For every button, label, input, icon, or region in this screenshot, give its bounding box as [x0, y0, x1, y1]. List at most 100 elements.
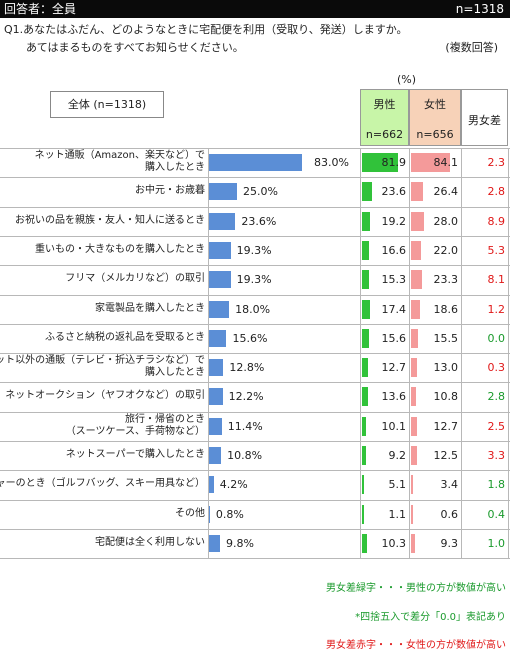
all-bar [209, 300, 230, 318]
female-bar [411, 504, 413, 524]
female-bar [411, 328, 419, 348]
female-column-header: 女性 n=656 [409, 89, 461, 146]
gender-diff-value: 1.2 [487, 302, 506, 316]
category-label: 宅配便は全く利用しない [95, 537, 205, 549]
all-bar [209, 447, 222, 464]
gender-diff-value: 8.9 [487, 214, 506, 228]
category-label-line: 家電製品を購入したとき [95, 302, 205, 314]
female-value-label: 84.1 [433, 156, 459, 169]
gender-diff-value: 1.0 [487, 536, 506, 550]
female-value-label: 28.0 [433, 214, 459, 228]
female-bar [411, 446, 417, 465]
male-value-label: 5.1 [388, 478, 407, 492]
category-label-line: レジャーのとき（ゴルフバッグ、スキー用具など） [0, 478, 205, 490]
category-label: フリマ（メルカリなど）の取引 [65, 273, 205, 285]
male-value-label: 1.1 [388, 507, 407, 521]
male-value-label: 81.9 [381, 156, 407, 169]
all-bar [209, 417, 222, 435]
all-value-label: 11.4% [227, 419, 263, 433]
category-label-line: お中元・お歳暮 [135, 185, 205, 197]
diff-column-header: 男女差 [461, 89, 508, 146]
male-header-n: n=662 [365, 128, 404, 141]
all-value-label: 19.3% [236, 243, 272, 257]
male-value-label: 19.2 [381, 214, 407, 228]
gender-diff-value: 0.0 [487, 331, 506, 345]
title-bar: 回答者：全員 n=1318 [0, 0, 510, 18]
all-legend-box: 全体 (n=1318) [50, 91, 164, 118]
all-bar [209, 154, 302, 171]
female-bar [411, 358, 417, 378]
gender-diff-value: 1.8 [487, 478, 506, 492]
category-label: レジャーのとき（ゴルフバッグ、スキー用具など） [0, 478, 205, 490]
row-divider [0, 499, 510, 501]
female-header-label: 女性 [424, 98, 446, 111]
male-value-label: 15.3 [381, 273, 407, 287]
chart-row: お中元・お歳暮 25.0% 23.6 26.4 2.8 [0, 177, 510, 206]
chart-row: お祝いの品を親族・友人・知人に送るとき 23.6% 19.2 28.0 8.9 [0, 207, 510, 236]
row-divider [0, 206, 510, 208]
female-value-label: 26.4 [433, 185, 459, 199]
question-line-2: あてはまるものをすべてお知らせください。 [26, 41, 244, 54]
row-divider [0, 528, 510, 530]
chart-row: 家電製品を購入したとき 18.0% 17.4 18.6 1.2 [0, 295, 510, 324]
respondents-label: 回答者：全員 [4, 2, 77, 16]
category-label-line: ネットオークション（ヤフオクなど）の取引 [5, 390, 205, 402]
row-divider [0, 353, 510, 355]
all-value-label: 9.8% [225, 536, 254, 550]
female-value-label: 15.5 [433, 331, 459, 345]
male-value-label: 15.6 [381, 331, 407, 345]
female-header-n: n=656 [416, 128, 454, 141]
all-value-label: 18.0% [235, 302, 271, 316]
female-value-label: 12.7 [433, 419, 459, 433]
all-bar [209, 505, 210, 523]
note-red: 男女差赤字・・・女性の方が数値が高い [326, 640, 506, 651]
gender-diff-value: 0.4 [487, 507, 506, 521]
all-value-label: 15.6% [232, 331, 268, 345]
column-divider [461, 148, 462, 559]
all-bar [209, 388, 223, 406]
all-value-label: 19.3% [236, 273, 272, 287]
gender-diff-value: 2.3 [487, 156, 506, 169]
female-bar [411, 475, 413, 495]
chart-row: その他 0.8% 1.1 0.6 0.4 [0, 500, 510, 529]
male-bar [362, 504, 364, 524]
category-label-line: ネットスーパーで購入したとき [65, 449, 205, 460]
female-bar [411, 211, 424, 231]
row-divider [0, 411, 510, 413]
male-value-label: 16.6 [381, 243, 407, 257]
gender-diff-value: 2.8 [487, 390, 506, 404]
gender-diff-value: 2.5 [487, 419, 506, 433]
category-label: 家電製品を購入したとき [95, 303, 205, 315]
gender-diff-value: 0.3 [487, 361, 506, 375]
all-bar [209, 183, 237, 201]
category-label: ふるさと納税の返礼品を受取るとき [45, 332, 205, 344]
female-value-label: 0.6 [440, 507, 459, 521]
chart-row: ふるさと納税の返礼品を受取るとき 15.6% 15.6 15.5 0.0 [0, 324, 510, 353]
category-label-line: 旅行・帰省のとき [125, 413, 205, 425]
unit-label: (%) [397, 73, 417, 86]
row-divider [0, 323, 510, 325]
male-bar [362, 153, 399, 172]
male-value-label: 23.6 [381, 185, 407, 199]
category-label-line: その他 [175, 507, 205, 519]
category-label: ネット通販（Amazon、楽天など）で 購入したとき [35, 150, 205, 174]
category-label: ネット以外の通販（テレビ・折込チラシなど）で 購入したとき [0, 355, 205, 379]
male-bar [362, 358, 368, 378]
category-label-line: 重いもの・大きなものを購入したとき [35, 243, 205, 255]
male-bar [362, 299, 370, 319]
female-value-label: 18.6 [433, 302, 459, 316]
category-axis [208, 148, 209, 559]
male-bar [362, 328, 369, 348]
all-bar [209, 534, 220, 552]
all-value-label: 10.8% [227, 449, 263, 462]
male-bar [362, 475, 365, 495]
male-bar [362, 211, 371, 231]
row-divider [0, 558, 510, 560]
all-value-label: 12.8% [229, 361, 265, 375]
male-bar [362, 416, 367, 436]
chart-row: レジャーのとき（ゴルフバッグ、スキー用具など） 4.2% 5.1 3.4 1.8 [0, 470, 510, 499]
all-value-label: 12.2% [228, 390, 264, 404]
chart-row: ネット以外の通販（テレビ・折込チラシなど）で 購入したとき 12.8% 12.7 13.… [0, 353, 510, 382]
female-value-label: 3.4 [440, 478, 459, 492]
diff-header-label: 男女差 [468, 114, 501, 127]
